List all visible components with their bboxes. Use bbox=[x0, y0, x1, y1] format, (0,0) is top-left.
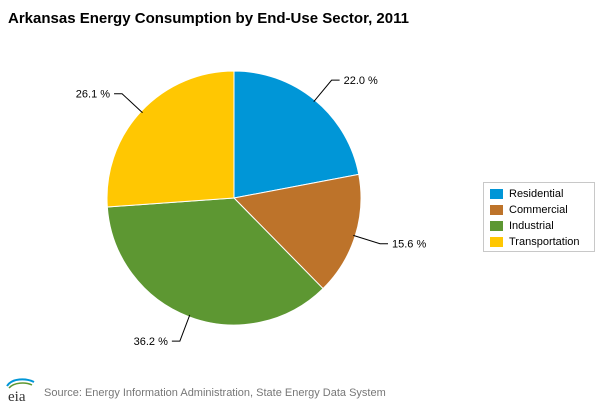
data-label-residential: 22.0 % bbox=[344, 75, 378, 87]
legend-label-residential: Residential bbox=[509, 188, 564, 200]
legend-swatch-industrial bbox=[490, 221, 503, 231]
legend: Residential Commercial Industrial Transp… bbox=[483, 182, 595, 252]
leader-line-residential bbox=[313, 79, 340, 103]
pie-slice-transportation bbox=[106, 70, 235, 208]
data-label-industrial: 36.2 % bbox=[134, 336, 168, 348]
legend-swatch-residential bbox=[490, 189, 503, 199]
leader-line-transportation bbox=[114, 93, 143, 114]
eia-logo: eia bbox=[6, 378, 35, 404]
leader-line-commercial bbox=[353, 234, 389, 245]
legend-item-industrial: Industrial bbox=[490, 218, 588, 234]
source-note: Source: Energy Information Administratio… bbox=[44, 387, 386, 399]
legend-swatch-transportation bbox=[490, 237, 503, 247]
logo-text: eia bbox=[8, 389, 26, 404]
data-label-transportation: 26.1 % bbox=[76, 89, 110, 101]
legend-item-residential: Residential bbox=[490, 186, 588, 202]
legend-label-industrial: Industrial bbox=[509, 220, 554, 232]
legend-item-commercial: Commercial bbox=[490, 202, 588, 218]
legend-item-transportation: Transportation bbox=[490, 234, 588, 250]
leader-line-industrial bbox=[171, 314, 191, 342]
legend-label-commercial: Commercial bbox=[509, 204, 568, 216]
data-label-commercial: 15.6 % bbox=[392, 239, 426, 251]
chart-title: Arkansas Energy Consumption by End-Use S… bbox=[8, 10, 409, 27]
legend-swatch-commercial bbox=[490, 205, 503, 215]
legend-label-transportation: Transportation bbox=[509, 236, 580, 248]
